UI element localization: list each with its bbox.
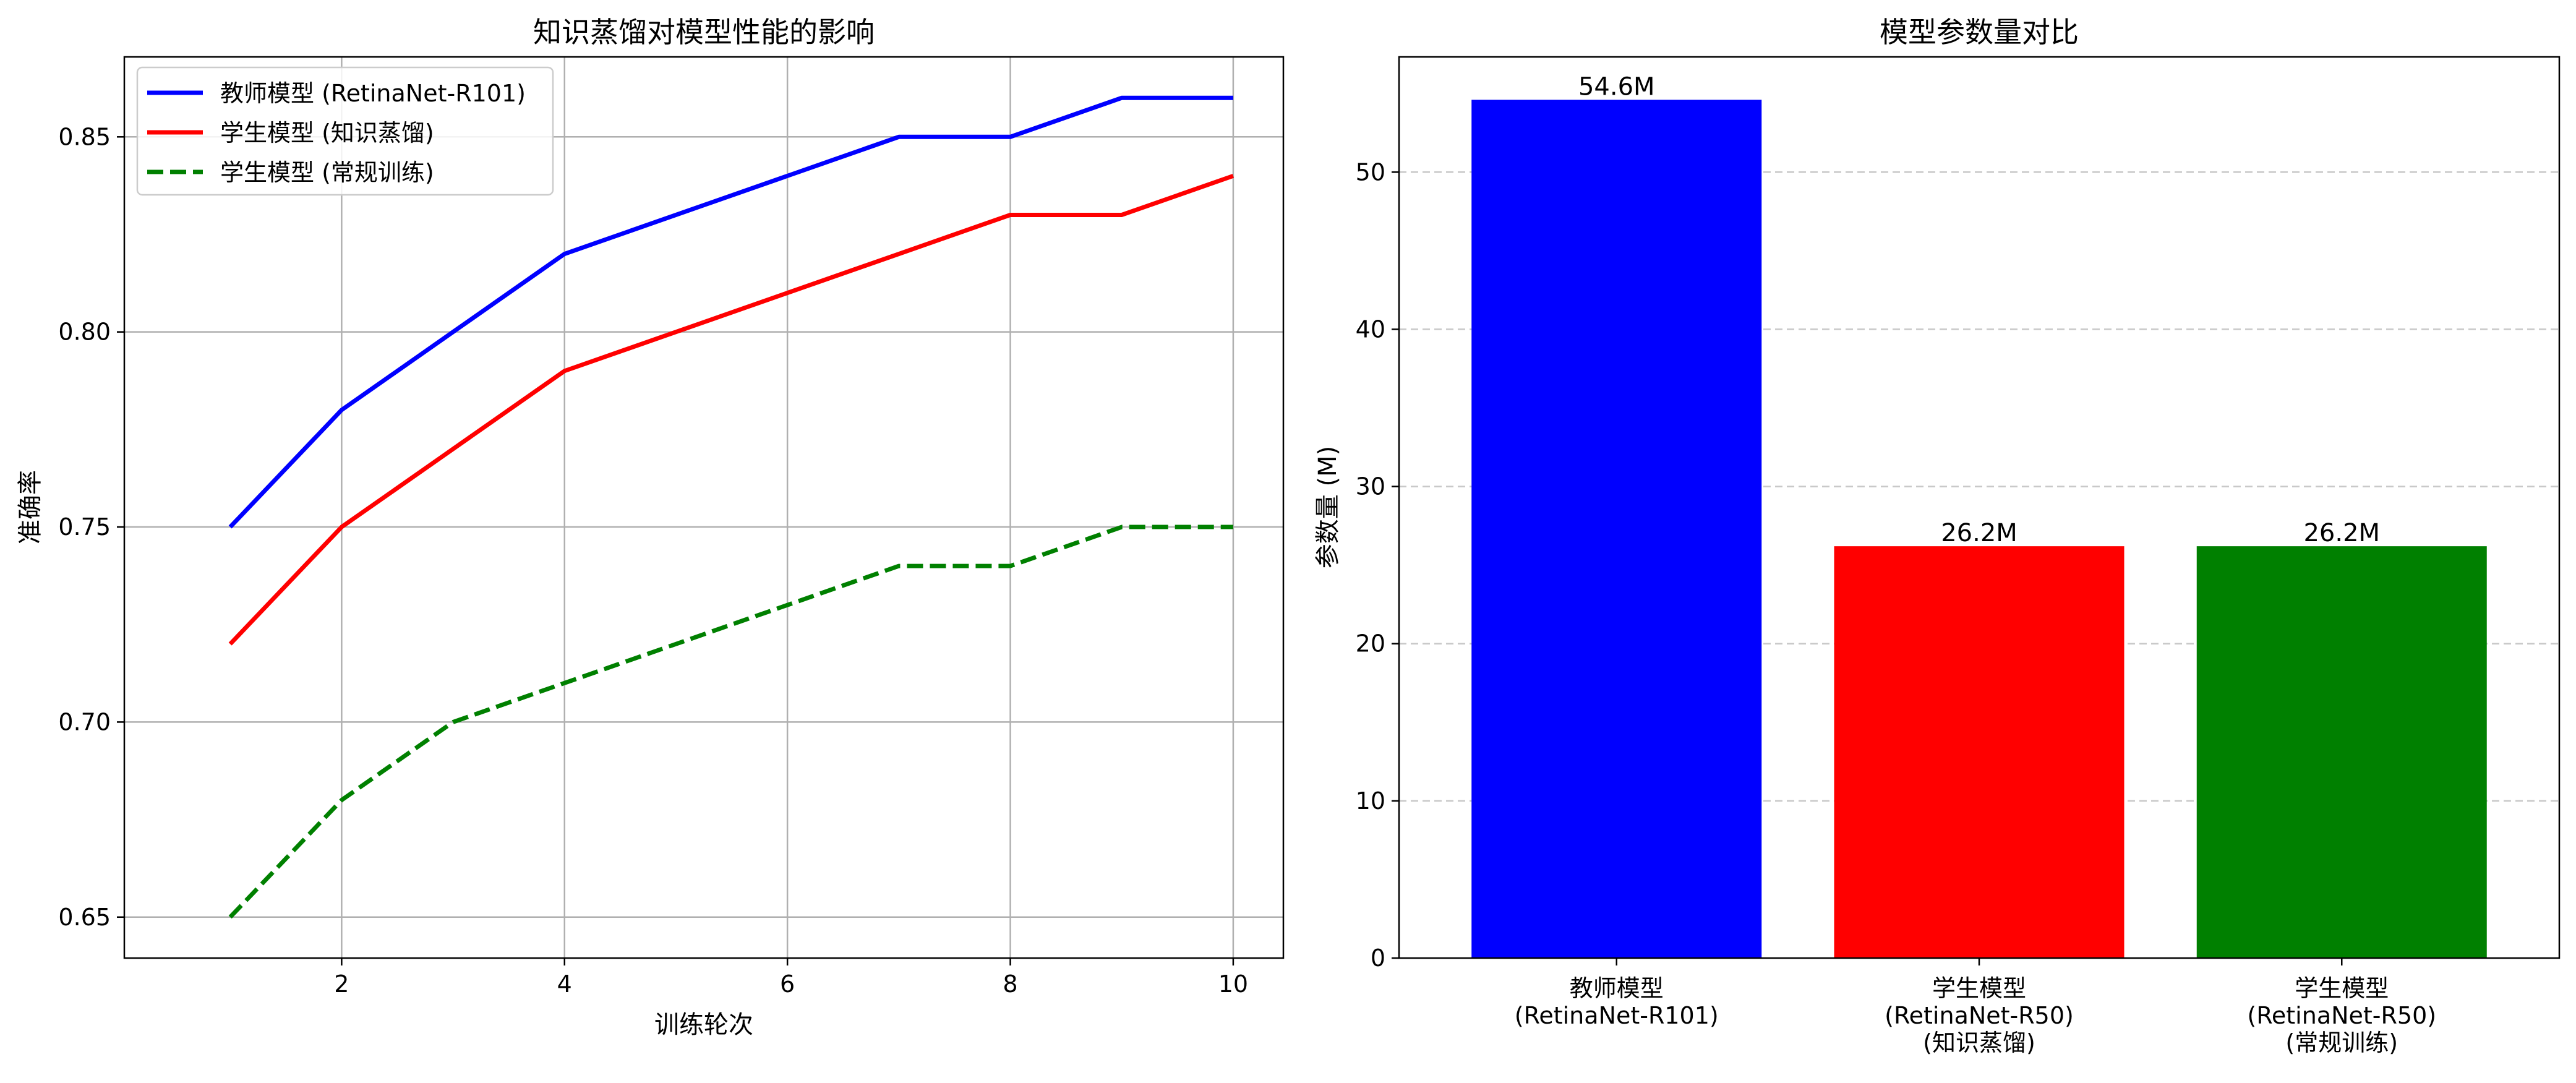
line-chart-ylabel: 准确率 [16, 470, 45, 544]
bar-chart-title: 模型参数量对比 [1880, 15, 2079, 49]
bar-value-label: 54.6M [1578, 72, 1655, 101]
line-chart-grid [124, 57, 1283, 958]
x-tick-label: 2 [334, 970, 349, 998]
y-tick-label: 0.85 [58, 123, 111, 150]
x-tick-label: (常规训练) [2285, 1029, 2398, 1056]
y-tick-label: 50 [1356, 158, 1385, 186]
line-chart-series-group [228, 95, 1235, 919]
y-tick-label: 0.75 [58, 513, 111, 541]
y-tick-label: 0 [1371, 944, 1385, 972]
y-tick-label: 0.80 [58, 319, 111, 346]
y-tick-label: 0.70 [58, 708, 111, 735]
x-tick-label: 4 [557, 970, 572, 998]
bar-student-kd [1834, 546, 2125, 958]
series-line-student-kd [228, 174, 1235, 646]
y-tick-label: 30 [1356, 473, 1385, 500]
bar-value-label: 26.2M [2303, 519, 2380, 547]
legend-frame [136, 66, 554, 196]
bar-teacher [1471, 100, 1762, 958]
x-tick-label: 学生模型 [2295, 975, 2389, 1002]
bar-student-regular [2196, 546, 2487, 958]
line-chart-title: 知识蒸馏对模型性能的影响 [533, 15, 875, 49]
x-tick-label: (RetinaNet-R50) [1885, 1002, 2074, 1029]
x-tick-label: 8 [1003, 970, 1017, 998]
y-tick-label: 20 [1356, 630, 1385, 657]
bar-value-label: 26.2M [1941, 519, 2018, 547]
line-chart-ticks: 2 4 6 8 10 0.65 0.70 0.75 0.80 0.85 [58, 123, 1248, 998]
x-tick-label: 6 [780, 970, 795, 998]
bar-chart-ticks: 01020304050教师模型(RetinaNet-R101)学生模型(Reti… [1356, 158, 2436, 1056]
series-line-student-regular [228, 524, 1233, 919]
y-tick-label: 40 [1356, 315, 1385, 343]
x-tick-label: 学生模型 [1932, 975, 2026, 1002]
bar-chart-bars: 54.6M 26.2M 26.2M [1471, 72, 2487, 958]
x-tick-label: (知识蒸馏) [1923, 1029, 2035, 1056]
y-tick-label: 10 [1356, 787, 1385, 815]
x-tick-label: (RetinaNet-R101) [1515, 1002, 1719, 1029]
line-chart-frame [123, 56, 1285, 959]
legend-label-student-regular: 学生模型 (常规训练) [220, 159, 434, 186]
line-chart: 知识蒸馏对模型性能的影响 2 4 6 8 100.650.700.750.800.85 … [16, 15, 1285, 1039]
legend-label-teacher: 教师模型 (RetinaNet-R101) [220, 80, 526, 107]
legend-label-student-kd: 学生模型 (知识蒸馏) [220, 119, 434, 147]
x-tick-label: 教师模型 [1570, 975, 1664, 1002]
x-tick-label: 10 [1218, 970, 1248, 998]
line-chart-legend: 教师模型 (RetinaNet-R101) 学生模型 (知识蒸馏) 学生模型 (… [136, 66, 554, 196]
bar-chart-ylabel: 参数量 (M) [1314, 446, 1342, 568]
y-tick-label: 0.65 [58, 904, 111, 931]
x-tick-label: (RetinaNet-R50) [2247, 1002, 2436, 1029]
line-chart-xlabel: 训练轮次 [654, 1011, 753, 1039]
series-line-teacher [228, 95, 1233, 529]
